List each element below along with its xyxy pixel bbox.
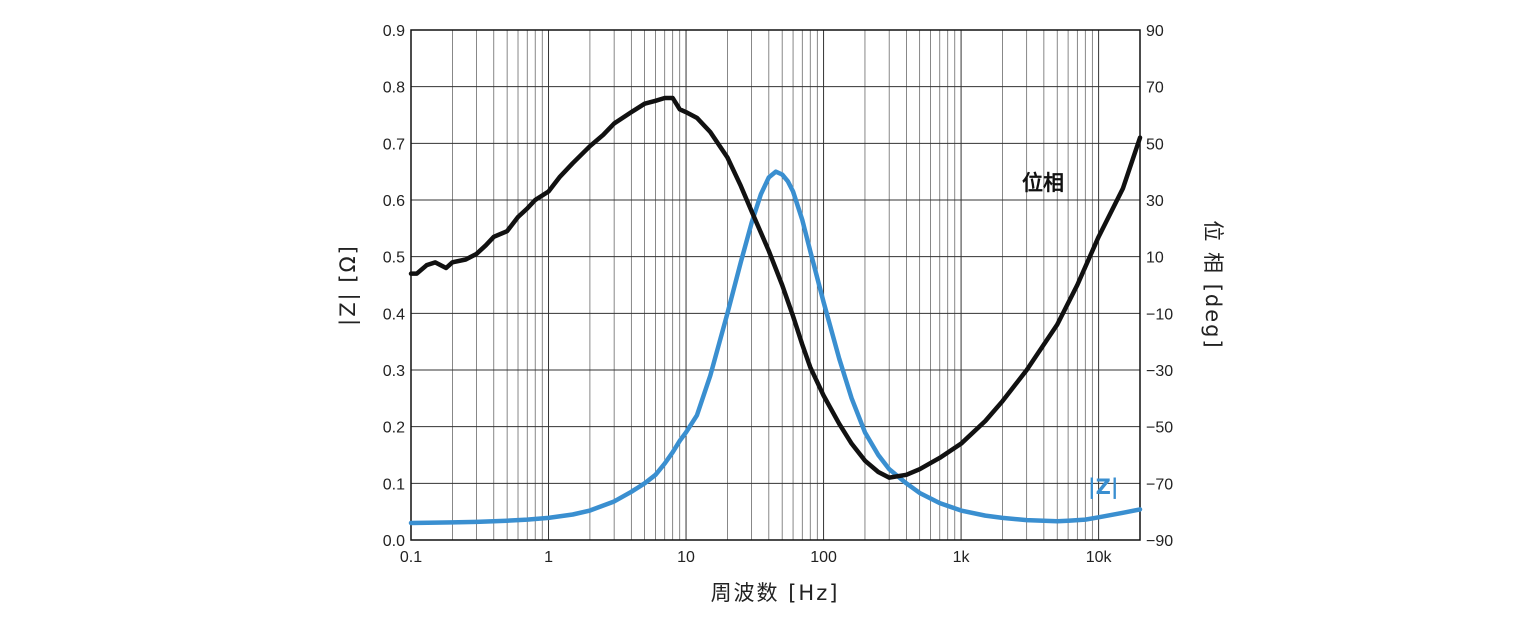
plot-frame: [410, 29, 1141, 541]
left-tick-label: 0.1: [383, 476, 405, 493]
left-tick-label: 0.3: [383, 363, 405, 380]
left-tick-label: 0.2: [383, 420, 405, 437]
phase-series-label: 位相: [1022, 171, 1064, 195]
x-tick-label: 0.1: [400, 549, 422, 566]
x-axis-ticks: 0.1 1 10 100 1k 10k: [400, 549, 1113, 566]
phase-series-line: [408, 95, 1143, 480]
x-tick-label: 1k: [953, 549, 971, 566]
right-tick-label: −90: [1146, 533, 1173, 550]
right-axis-title: 位 相 [deg]: [1201, 220, 1225, 349]
right-axis-ticks: −90 −70 −50 −30 −10 10 30 50 70 90: [1146, 23, 1173, 550]
left-tick-label: 0.0: [383, 533, 405, 550]
x-tick-label: 100: [810, 549, 837, 566]
impedance-series-line: [408, 169, 1143, 526]
x-tick-label: 10: [677, 549, 695, 566]
x-tick-label: 10k: [1086, 549, 1113, 566]
series-group: [408, 95, 1143, 526]
right-tick-label: −30: [1146, 363, 1173, 380]
right-tick-label: 10: [1146, 250, 1164, 267]
left-tick-label: 0.8: [383, 80, 405, 97]
left-tick-label: 0.6: [383, 193, 405, 210]
left-axis-title: |Z| [Ω]: [336, 244, 361, 326]
right-tick-label: 90: [1146, 23, 1164, 40]
x-axis-title: 周波数 [Hz]: [711, 581, 840, 605]
right-tick-label: −70: [1146, 476, 1173, 493]
left-tick-label: 0.4: [383, 306, 405, 323]
x-tick-label: 1: [544, 549, 553, 566]
left-tick-label: 0.7: [383, 136, 405, 153]
impedance-series-label: |Z|: [1088, 475, 1119, 500]
right-tick-label: 50: [1146, 136, 1164, 153]
right-tick-label: 70: [1146, 80, 1164, 97]
left-tick-label: 0.9: [383, 23, 405, 40]
left-axis-ticks: 0.0 0.1 0.2 0.3 0.4 0.5 0.6 0.7 0.8 0.9: [383, 23, 405, 550]
right-tick-label: −50: [1146, 420, 1173, 437]
left-tick-label: 0.5: [383, 250, 405, 267]
grid: [410, 29, 1141, 541]
right-tick-label: 30: [1146, 193, 1164, 210]
right-tick-label: −10: [1146, 306, 1173, 323]
